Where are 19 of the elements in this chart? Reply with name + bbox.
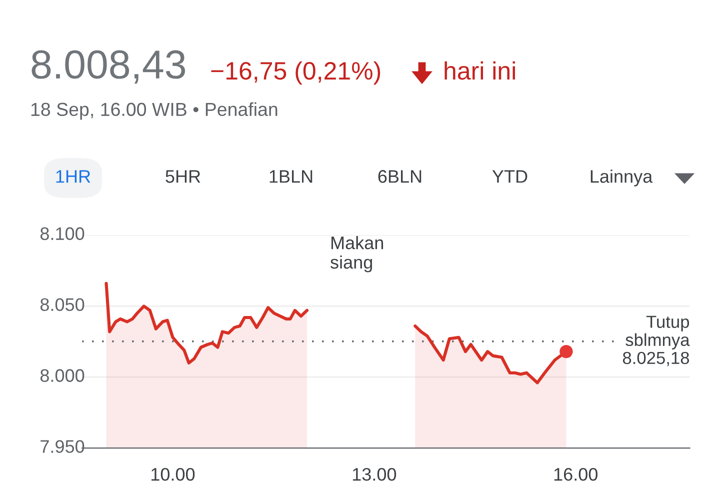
chart-subtitle: 18 Sep, 16.00 WIB • Penafian bbox=[31, 102, 278, 120]
text: YTD bbox=[492, 170, 528, 183]
text: Lainnya bbox=[590, 170, 653, 186]
x-tick-label: 16.00 bbox=[554, 468, 598, 481]
y-tick-label: 8.100 bbox=[40, 227, 84, 240]
text: 1BLN bbox=[270, 170, 312, 183]
x-tick-label: 10.00 bbox=[152, 468, 195, 481]
text: −16,75 (0,21%) bbox=[211, 61, 380, 85]
ref-line-label: Tutup sblmnya 8.025,18 bbox=[622, 316, 690, 366]
x-tick-label: 13.00 bbox=[352, 468, 396, 481]
chart-title: 8.008,43 bbox=[32, 50, 186, 84]
text: 1HR bbox=[56, 170, 90, 183]
text: 6BLN bbox=[378, 170, 422, 183]
text: hari ini bbox=[444, 61, 515, 80]
y-tick-label: 8.050 bbox=[40, 298, 84, 312]
annotation: Makan siang bbox=[330, 236, 384, 272]
y-tick-label: 8.000 bbox=[40, 369, 84, 382]
text: 5HR bbox=[166, 170, 200, 183]
y-tick-label: 7.950 bbox=[40, 440, 84, 453]
